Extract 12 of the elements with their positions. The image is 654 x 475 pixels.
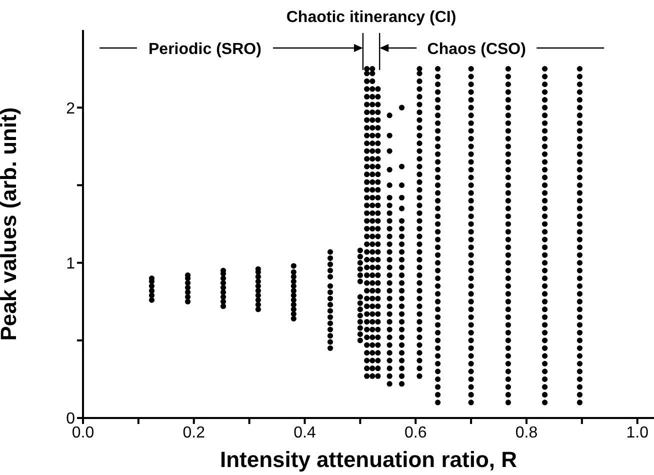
y-tick-label: 1 [66, 255, 76, 272]
text: Chaotic itinerancy (CI) [286, 9, 456, 26]
x-tick-label: 0.8 [515, 424, 538, 442]
annotation: Periodic (SRO) [148, 41, 262, 58]
y-axis-title: Peak values (arb. unit) [0, 107, 21, 341]
x-axis-title: Intensity attenuation ratio, R [220, 447, 518, 472]
x-tick-label: 1.0 [626, 424, 649, 442]
annotation: Chaos (CSO) [427, 41, 526, 58]
x-tick-label: 0.6 [404, 424, 427, 442]
x-tick-label: 0.4 [294, 424, 316, 442]
y-tick-label: 2 [66, 100, 76, 118]
x-tick-label: 0.2 [182, 424, 206, 442]
